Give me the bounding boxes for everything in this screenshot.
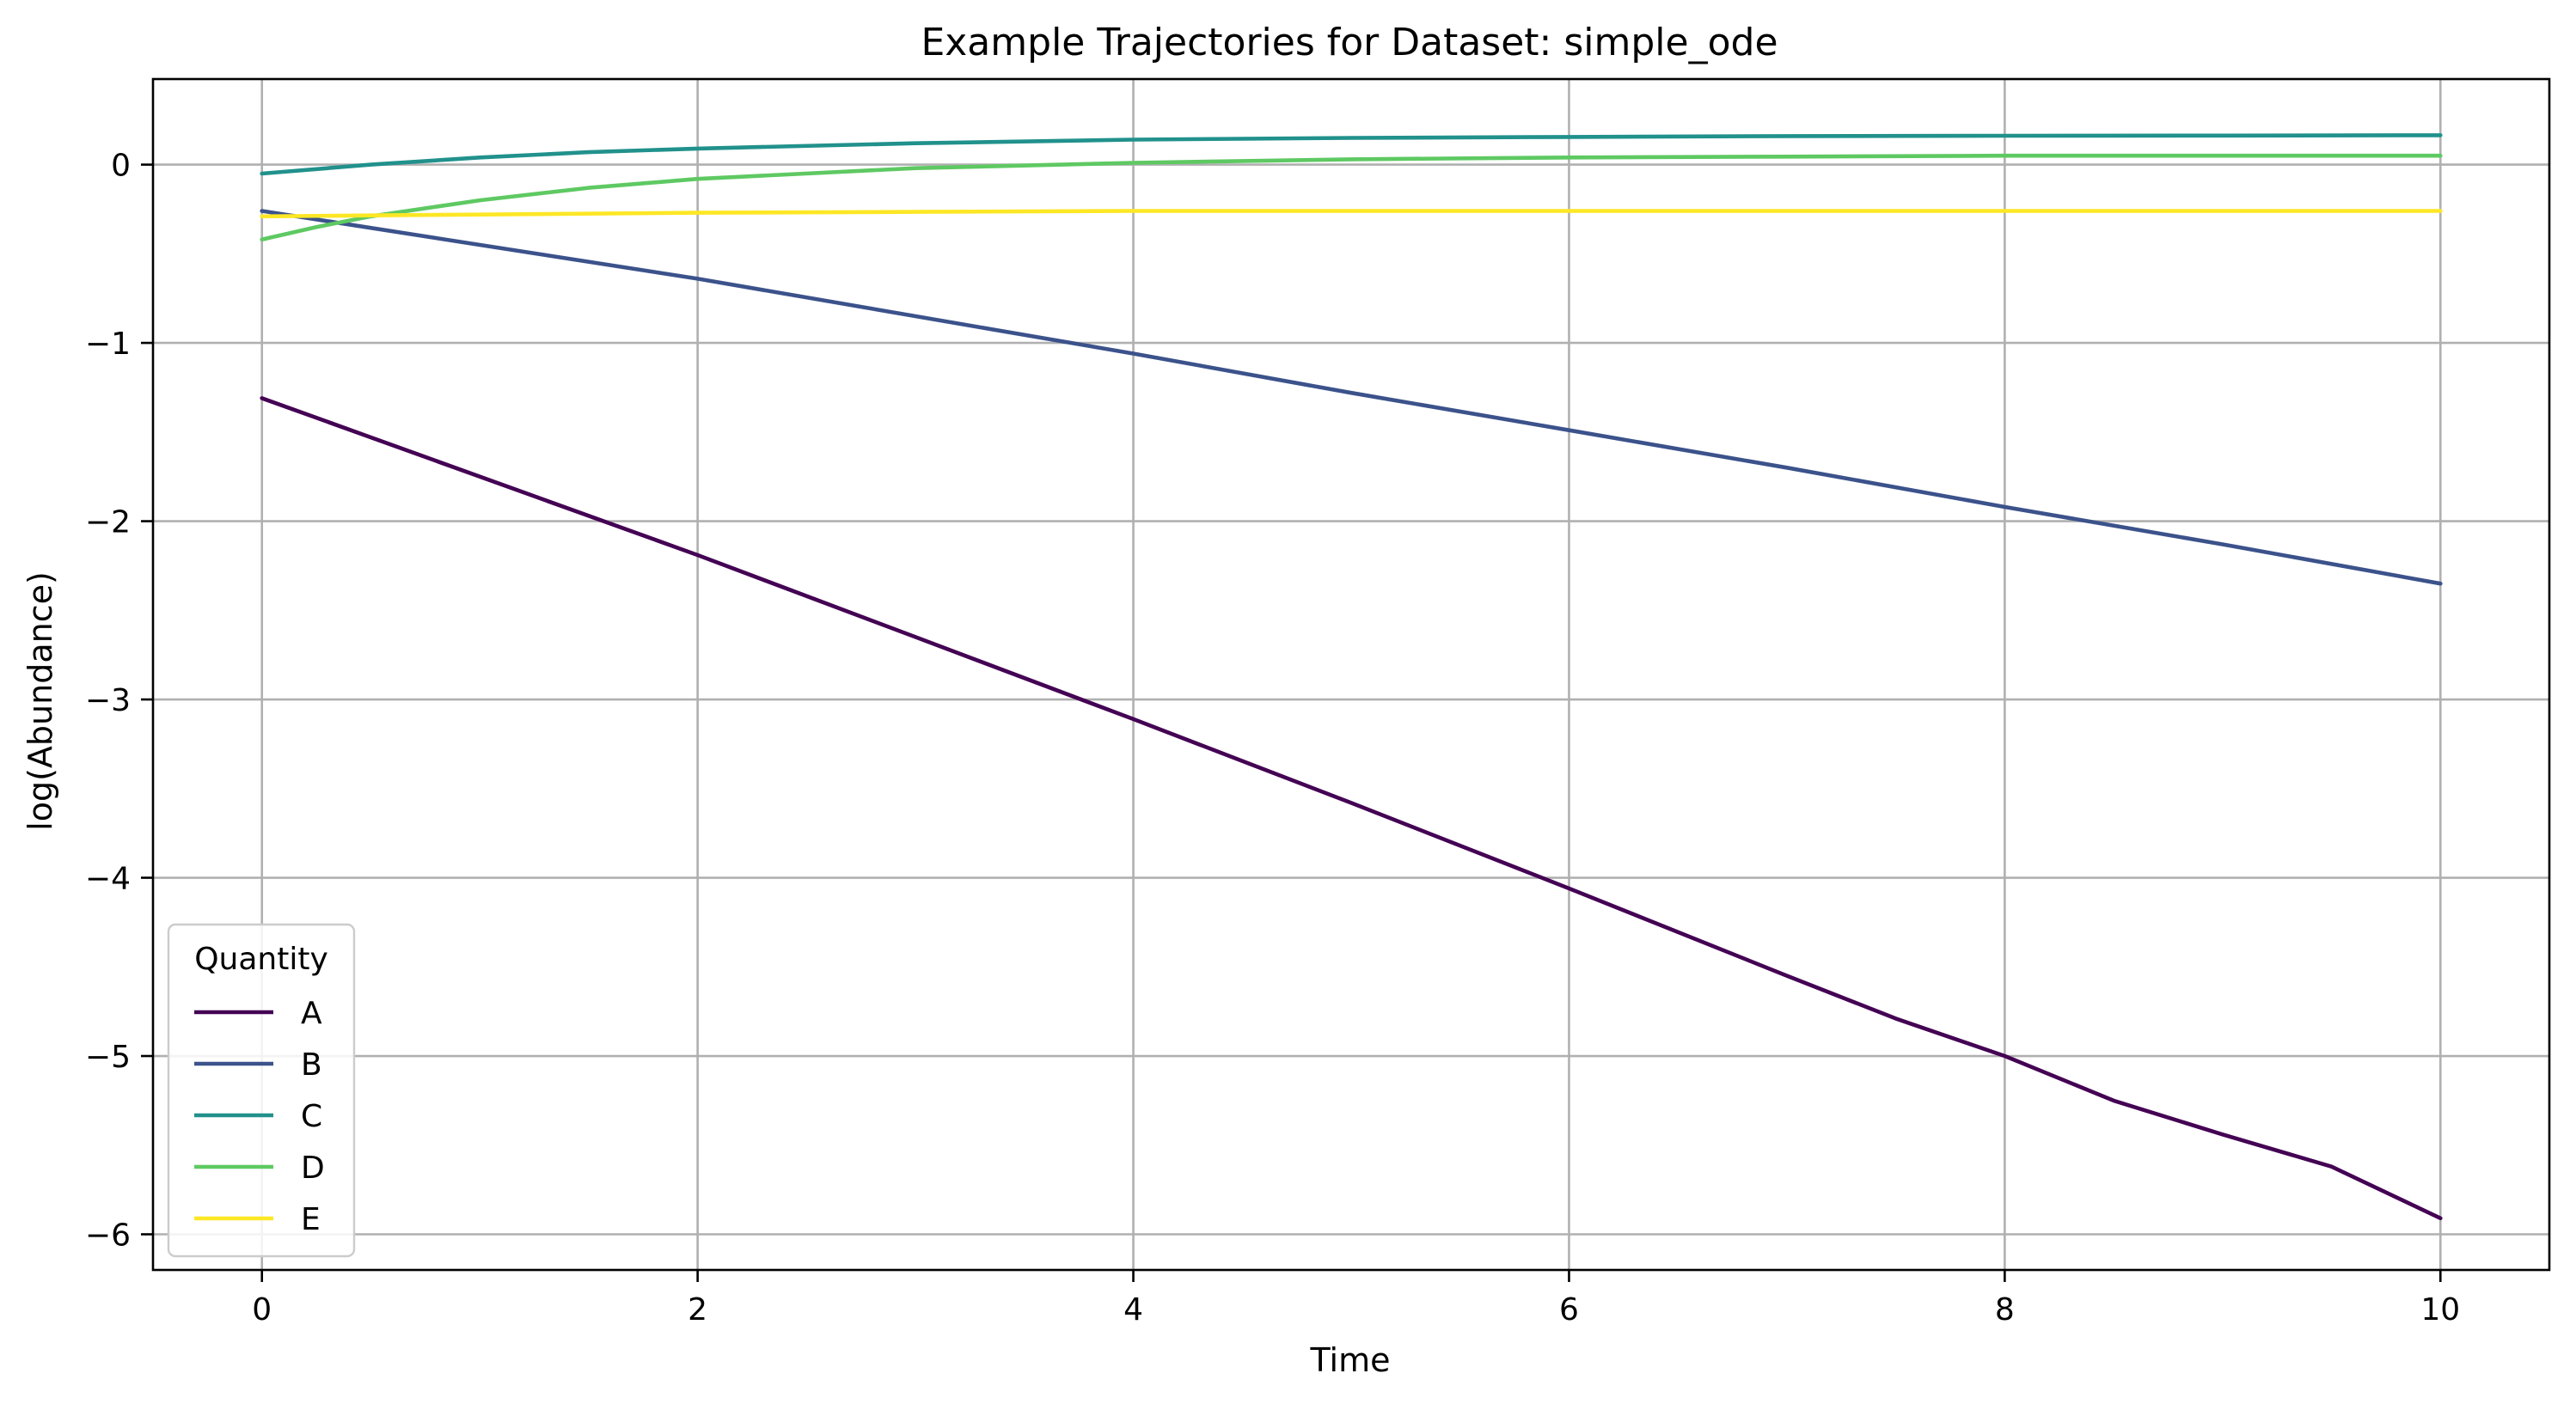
- series-lines: [260, 133, 2443, 1221]
- series-line-e: [260, 209, 2443, 219]
- tick-labels: 0 2 4 6 8 10 0 −1 −2 −3 −4 −5 −6: [85, 149, 2460, 1328]
- legend-box: [167, 923, 356, 1258]
- y-tick-label: −3: [85, 683, 131, 718]
- series-line-c: [260, 133, 2443, 176]
- plot-frame: [151, 77, 2551, 1272]
- x-tick-label: 8: [1995, 1292, 2015, 1328]
- x-axis-label: Time: [1310, 1341, 1391, 1379]
- y-axis-label: log(Abundance): [21, 571, 59, 831]
- x-tick-label: 0: [252, 1292, 272, 1328]
- series-line-a: [260, 396, 2443, 1221]
- chart-title: Example Trajectories for Dataset: simple…: [921, 21, 1778, 64]
- legend-label-d: D: [301, 1151, 325, 1186]
- legend-label-e: E: [301, 1202, 321, 1237]
- x-tick-label: 10: [2420, 1292, 2460, 1328]
- y-tick-label: −1: [85, 327, 131, 362]
- y-tick-label: −2: [85, 505, 131, 540]
- y-tick-label: −4: [85, 862, 131, 897]
- x-tick-label: 2: [688, 1292, 707, 1328]
- y-tick-label: 0: [111, 149, 131, 184]
- y-tick-label: −5: [85, 1040, 131, 1075]
- legend-label-a: A: [301, 996, 322, 1031]
- legend-title: Quantity: [194, 942, 328, 977]
- series-line-b: [260, 209, 2443, 586]
- ticks: [141, 163, 2442, 1282]
- legend-label-c: C: [301, 1099, 322, 1134]
- y-tick-label: −6: [85, 1218, 131, 1254]
- grid: [153, 79, 2549, 1270]
- legend-label-b: B: [301, 1047, 322, 1083]
- x-tick-label: 4: [1123, 1292, 1143, 1328]
- x-tick-label: 6: [1559, 1292, 1579, 1328]
